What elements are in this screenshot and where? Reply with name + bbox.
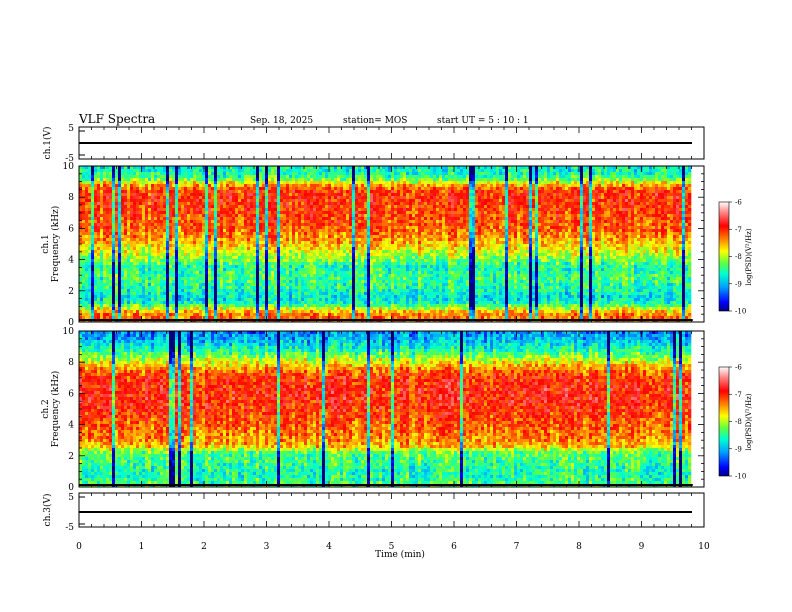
time-tick-label-3: 3 (264, 542, 270, 552)
start-ut-label: start UT = 5 : 10 : 1 (437, 116, 529, 126)
ch2-colorbar-ticks: -6 -7 -8 -9 -10 (729, 364, 746, 481)
time-tick-label-6: 6 (451, 542, 457, 552)
ch2-colorbar-bar (719, 367, 729, 476)
colorbar-tick-label-0: -6 (735, 364, 742, 372)
ch2-spectrogram-ylabel-frequency: Frequency (kHz) (50, 371, 61, 448)
spectrogram-2-y-tick-label-5: 10 (63, 327, 75, 337)
colorbar-tick-label-3: -9 (735, 445, 742, 453)
colorbar-tick-label-1: -7 (735, 226, 742, 234)
ch2-colorbar: -6 -7 -8 -9 -10 log(PSD)(V²/Hz) (719, 364, 753, 481)
ch1-colorbar: -6 -7 -8 -9 -10 log(PSD)(V²/Hz) (719, 199, 753, 316)
ch2-spectrogram-ylabel-channel: ch.2 (41, 399, 51, 418)
colorbar-tick-label-2: -8 (735, 253, 742, 261)
time-tick-label-4: 4 (326, 542, 332, 552)
ch2-colorbar-label: log(PSD)(V²/Hz) (745, 393, 753, 450)
ch2-spectrogram-panel: 0 2 4 6 8 10 ch.2 Frequency (kHz) (41, 327, 704, 493)
ch1-spectrogram-ylabel-channel: ch.1 (41, 234, 51, 253)
colorbar-tick-label-2: -8 (735, 418, 742, 426)
spectrogram-2-y-tick-label-3: 6 (68, 389, 74, 399)
ch1-voltage-tick-top: 5 (68, 124, 74, 134)
time-tick-label-1: 1 (139, 542, 145, 552)
spectrogram-2-y-tick-label-2: 4 (68, 421, 74, 431)
date-label: Sep. 18, 2025 (250, 116, 313, 126)
spectrogram-1-y-tick-label-1: 2 (68, 287, 74, 297)
ch1-colorbar-label: log(PSD)(V²/Hz) (745, 228, 753, 285)
spectrogram-2-y-tick-label-4: 8 (68, 358, 74, 368)
ch1-colorbar-bar (719, 202, 729, 311)
time-tick-label-7: 7 (514, 542, 520, 552)
time-tick-label-10: 10 (698, 542, 710, 552)
station-label: station= MOS (343, 116, 407, 126)
colorbar-tick-label-4: -10 (735, 308, 746, 316)
ch1-spectrogram-image (79, 166, 693, 322)
ch1-colorbar-ticks: -6 -7 -8 -9 -10 (729, 199, 746, 316)
time-tick-label-0: 0 (76, 542, 82, 552)
time-tick-label-9: 9 (639, 542, 645, 552)
ch3-voltage-ylabel: ch.3(V) (42, 494, 53, 527)
ch3-voltage-tick-bottom: -5 (65, 523, 74, 533)
colorbar-tick-label-0: -6 (735, 199, 742, 207)
ch2-spectrogram-image (79, 331, 693, 487)
ch3-voltage-tick-top: 5 (68, 493, 74, 503)
colorbar-tick-label-1: -7 (735, 391, 742, 399)
time-tick-label-2: 2 (201, 542, 207, 552)
spectrogram-1-y-tick-label-5: 10 (63, 162, 75, 172)
spectrogram-1-y-tick-label-4: 8 (68, 193, 74, 203)
spectrogram-2-y-tick-label-1: 2 (68, 452, 74, 462)
time-axis-label: Time (min) (375, 549, 425, 560)
ch3-voltage-panel: 5 -5 ch.3(V) (42, 493, 704, 533)
figure-title: VLF Spectra (78, 112, 155, 126)
ch1-voltage-panel: 5 -5 ch.1(V) (42, 124, 704, 164)
ch1-spectrogram-ylabel-frequency: Frequency (kHz) (50, 206, 61, 283)
ch1-voltage-ylabel: ch.1(V) (42, 127, 53, 160)
colorbar-tick-label-3: -9 (735, 280, 742, 288)
spectrogram-2-y-tick-label-0: 0 (68, 483, 74, 493)
spectrogram-1-y-tick-label-2: 4 (68, 256, 74, 266)
time-tick-label-8: 8 (576, 542, 582, 552)
colorbar-tick-label-4: -10 (735, 473, 746, 481)
spectrogram-1-y-tick-label-3: 6 (68, 224, 74, 234)
ch3-voltage-x-ticks (79, 493, 704, 527)
